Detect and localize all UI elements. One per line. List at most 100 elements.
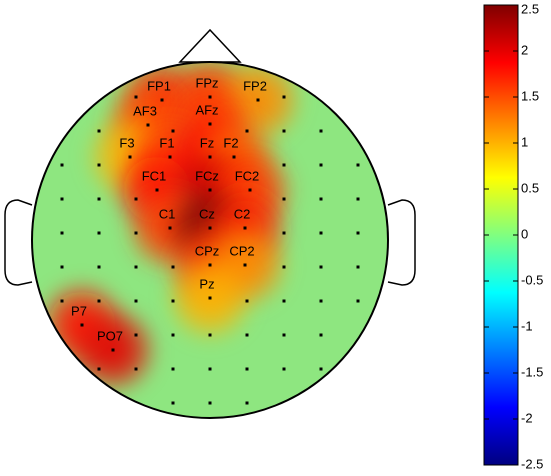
electrode-label: AFz — [195, 102, 218, 117]
electrode-dot — [97, 367, 101, 371]
electrode-dot — [245, 299, 249, 303]
electrode-label: FP1 — [147, 78, 171, 93]
electrode-dot — [134, 231, 138, 235]
electrode-dot — [282, 129, 286, 133]
electrode-label: Pz — [199, 276, 214, 291]
electrode-dot — [171, 129, 175, 133]
electrode-label: PO7 — [97, 328, 123, 343]
electrode-label: FP2 — [243, 78, 267, 93]
electrode-label: F2 — [223, 135, 238, 150]
colorbar-tick-label: 1 — [521, 134, 528, 149]
electrode-dot — [97, 265, 101, 269]
electrode-dot — [356, 265, 360, 269]
electrode-dot — [282, 265, 286, 269]
electrode-dot — [208, 155, 212, 159]
electrode-dot — [146, 123, 150, 127]
colorbar-tick-label: -0.5 — [521, 272, 543, 287]
electrode-label: AF3 — [133, 103, 157, 118]
colorbar — [483, 4, 519, 466]
electrode-labels: FP1 FPz FP2 AF3 AFz F3 F1 Fz F2 FC1 FCz FC2 C1 Cz C2 CP… — [71, 75, 267, 343]
electrode-dot — [134, 299, 138, 303]
electrode-dot — [356, 299, 360, 303]
electrode-dot — [208, 226, 212, 230]
electrode-dot — [243, 226, 247, 230]
electrode-dot — [171, 333, 175, 337]
electrode-label: CP2 — [229, 243, 254, 258]
electrode-dot — [248, 188, 252, 192]
electrode-dot — [134, 197, 138, 201]
colorbar-tick-label: 2 — [521, 42, 528, 57]
electrode-dot — [97, 129, 101, 133]
electrode-dot — [60, 231, 64, 235]
electrode-label: P7 — [71, 303, 87, 318]
colorbar-tick-label: -2.5 — [521, 456, 543, 471]
electrode-dot — [134, 95, 138, 99]
head-outline — [31, 61, 389, 419]
colorbar-tick-label: 0.5 — [521, 180, 539, 195]
electrode-dot — [97, 231, 101, 235]
electrode-dot — [134, 333, 138, 337]
electrode-dot — [245, 367, 249, 371]
electrode-dot — [168, 155, 172, 159]
electrode-label: CPz — [195, 243, 220, 258]
electrode-dot — [171, 299, 175, 303]
electrode-dot — [319, 333, 323, 337]
electrode-dot — [80, 323, 84, 327]
electrode-dot — [208, 296, 212, 300]
electrode-dot — [319, 265, 323, 269]
electrode-dot — [282, 367, 286, 371]
electrode-label: FC1 — [142, 168, 167, 183]
electrode-dot — [319, 299, 323, 303]
electrode-label: F1 — [159, 135, 174, 150]
electrode-dot — [282, 333, 286, 337]
electrode-dot — [171, 265, 175, 269]
colorbar-tick-label: -2 — [521, 410, 533, 425]
electrode-dot — [111, 348, 115, 352]
electrode-dots — [60, 95, 360, 405]
electrode-dot — [282, 95, 286, 99]
electrode-dot — [60, 197, 64, 201]
electrode-dot — [160, 98, 164, 102]
colorbar-ticks: -2.5 -2 -1.5 -1 -0.5 0 0.5 1 1.5 2 2.5 — [484, 1, 543, 471]
colorbar-tick-label: 1.5 — [521, 88, 539, 103]
electrode-dot — [356, 231, 360, 235]
electrode-dot — [282, 197, 286, 201]
electrode-dot — [319, 231, 323, 235]
electrode-dot — [319, 163, 323, 167]
electrode-dot — [171, 367, 175, 371]
electrode-dot — [134, 367, 138, 371]
left-ear — [4, 199, 33, 286]
electrode-dot — [128, 155, 132, 159]
electrode-dot — [282, 231, 286, 235]
electrode-label: Cz — [199, 206, 215, 221]
electrode-dot — [208, 367, 212, 371]
electrode-dot — [245, 129, 249, 133]
electrode-dot — [171, 401, 175, 405]
electrode-dot — [208, 263, 212, 267]
electrode-dot — [60, 265, 64, 269]
electrode-dot — [97, 163, 101, 167]
electrode-label: C2 — [234, 206, 251, 221]
electrode-dot — [97, 197, 101, 201]
electrode-label: Fz — [200, 135, 214, 150]
electrode-label: F3 — [119, 135, 134, 150]
right-ear — [387, 199, 416, 286]
electrode-dot — [232, 155, 236, 159]
colorbar-tick-label: -1 — [521, 318, 533, 333]
electrode-dot — [256, 98, 260, 102]
electrode-dot — [282, 163, 286, 167]
electrode-dot — [97, 299, 101, 303]
electrode-dot — [60, 163, 64, 167]
electrode-label: FPz — [195, 75, 218, 90]
electrode-dot — [208, 122, 212, 126]
electrode-label: FC2 — [235, 168, 260, 183]
electrode-dot — [208, 401, 212, 405]
electrode-dot — [155, 188, 159, 192]
electrode-dot — [319, 367, 323, 371]
electrode-dot — [282, 299, 286, 303]
electrode-dot — [208, 188, 212, 192]
electrode-dot — [356, 197, 360, 201]
electrode-dot — [168, 226, 172, 230]
electrode-dot — [243, 263, 247, 267]
